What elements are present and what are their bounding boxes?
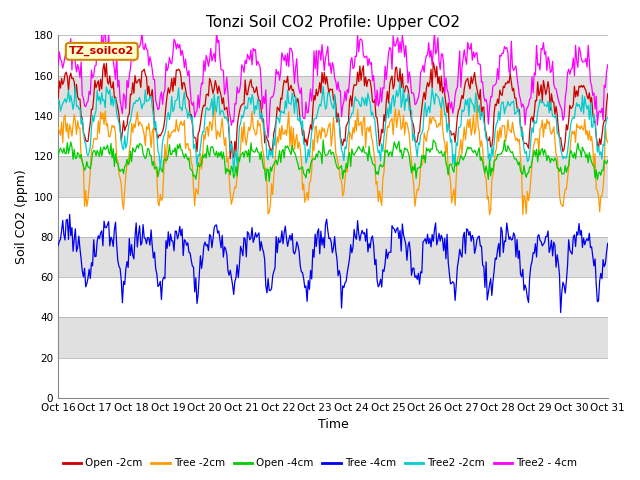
Title: Tonzi Soil CO2 Profile: Upper CO2: Tonzi Soil CO2 Profile: Upper CO2 [206, 15, 460, 30]
Bar [58, 196, 608, 237]
X-axis label: Time: Time [317, 419, 348, 432]
Y-axis label: Soil CO2 (ppm): Soil CO2 (ppm) [15, 169, 28, 264]
Bar [58, 277, 608, 317]
Bar [58, 36, 608, 76]
Bar [58, 237, 608, 277]
Text: TZ_soilco2: TZ_soilco2 [69, 46, 134, 57]
Bar [58, 116, 608, 156]
Bar [58, 358, 608, 398]
Bar [58, 317, 608, 358]
Bar [58, 156, 608, 196]
Bar [58, 76, 608, 116]
Legend: Open -2cm, Tree -2cm, Open -4cm, Tree -4cm, Tree2 -2cm, Tree2 - 4cm: Open -2cm, Tree -2cm, Open -4cm, Tree -4… [58, 454, 582, 472]
